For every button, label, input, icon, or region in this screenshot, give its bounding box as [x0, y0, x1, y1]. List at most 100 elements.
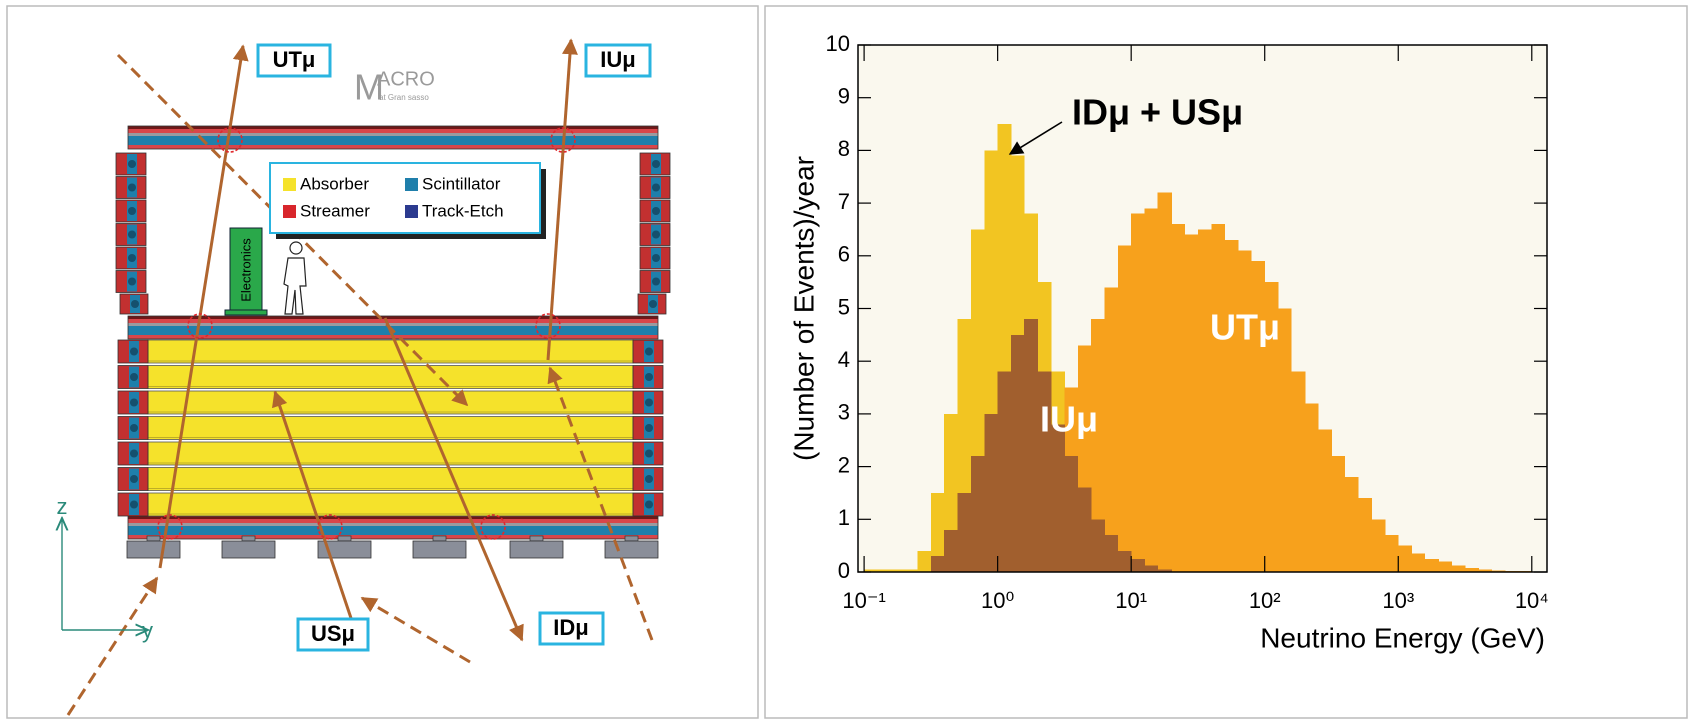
label-arrow — [1008, 121, 1063, 155]
series-label: IUμ — [1040, 399, 1098, 440]
support — [432, 535, 447, 542]
absorber — [147, 441, 634, 466]
legend-label: Streamer — [300, 201, 370, 220]
absorber — [147, 416, 634, 440]
track-label: UTμ — [273, 47, 316, 72]
histogram-bar — [1424, 558, 1439, 572]
foot — [126, 540, 181, 559]
histogram-bar — [1278, 308, 1292, 572]
histogram-bar — [1344, 477, 1359, 572]
histogram-bar — [1478, 569, 1493, 572]
legend-label: Track-Etch — [422, 201, 504, 220]
y-tick-label: 1 — [838, 505, 850, 530]
support — [624, 535, 639, 542]
histogram-bar — [997, 371, 1012, 572]
histogram-bar — [1117, 550, 1132, 572]
hit — [550, 127, 576, 153]
side-tube — [130, 449, 138, 458]
band — [128, 516, 658, 519]
side-tube — [128, 230, 136, 239]
y-tick-label: 4 — [838, 347, 850, 372]
side-tube — [128, 183, 136, 192]
electronics-label: Electronics — [238, 238, 253, 302]
person-body — [283, 257, 307, 315]
foot — [317, 540, 372, 559]
band — [128, 145, 658, 149]
support — [146, 535, 161, 542]
label-box — [538, 611, 605, 646]
electronics-base — [224, 309, 268, 316]
support — [337, 535, 352, 542]
histogram-bar — [877, 569, 892, 572]
histogram-bar — [1464, 567, 1479, 572]
side-tube — [130, 347, 138, 356]
histogram-bar — [1011, 334, 1025, 572]
side-tube — [128, 277, 136, 286]
person-head — [289, 241, 303, 255]
legend-label: Scintillator — [422, 174, 501, 193]
histogram-bar — [1117, 245, 1132, 572]
muon-track — [360, 596, 471, 664]
histogram-bar — [1251, 261, 1266, 572]
band-outline — [127, 125, 659, 150]
absorber — [147, 467, 634, 491]
track-label: USμ — [311, 621, 355, 646]
y-tick-label: 0 — [838, 558, 850, 583]
x-tick-label: 10³ — [1382, 588, 1414, 613]
side-tube — [645, 347, 653, 356]
detector — [66, 38, 671, 716]
histogram-bar — [1091, 519, 1105, 572]
foot — [221, 540, 276, 559]
side-tube — [652, 230, 660, 239]
muon-track — [66, 576, 159, 716]
histogram-bar — [930, 492, 945, 572]
y-tick-label: 7 — [838, 189, 850, 214]
track-label: IDμ — [553, 615, 588, 640]
x-tick-label: 10¹ — [1115, 588, 1147, 613]
hit — [187, 313, 213, 339]
x-axis-label: Neutrino Energy (GeV) — [1260, 622, 1545, 653]
side-tube — [652, 183, 660, 192]
legend-swatch — [283, 178, 296, 191]
muon-track — [547, 366, 654, 641]
histogram-bar — [1358, 498, 1372, 572]
side-tube — [649, 300, 657, 308]
logo: at Gran sasso — [379, 93, 429, 102]
muon-track — [383, 317, 524, 642]
side-tube — [130, 475, 138, 483]
histogram-bar — [1291, 371, 1306, 572]
histogram-bar — [864, 569, 878, 572]
histogram-bar — [1371, 519, 1386, 572]
histogram-bar — [1144, 208, 1159, 572]
y-tick-label: 2 — [838, 452, 850, 477]
y-tick-label: 8 — [838, 136, 850, 161]
y-tick-label: 9 — [838, 84, 850, 109]
absorber — [147, 365, 634, 389]
support — [241, 535, 256, 542]
histogram-bar — [1077, 487, 1092, 572]
band — [128, 316, 658, 319]
band — [128, 323, 658, 326]
histogram-bar — [1157, 569, 1172, 572]
support — [529, 535, 544, 542]
legend-box — [269, 162, 541, 234]
series-label: UTμ — [1210, 307, 1280, 348]
histogram-bar — [1051, 424, 1065, 572]
foot — [509, 540, 564, 559]
histogram-bar — [1331, 456, 1346, 572]
band — [128, 523, 658, 526]
histogram-bar — [984, 413, 999, 572]
side-tube — [645, 398, 653, 407]
histogram-bar — [1451, 565, 1466, 572]
band — [128, 519, 658, 523]
muon-track — [158, 44, 249, 569]
foot — [604, 540, 659, 559]
histogram-bar — [1238, 250, 1252, 572]
histogram-bar — [890, 569, 905, 572]
band — [128, 526, 658, 535]
series-label: IDμ + USμ — [1072, 92, 1243, 133]
histogram-bar — [1384, 535, 1399, 572]
x-tick-label: 10⁻¹ — [842, 588, 885, 613]
histogram-bar — [1224, 239, 1239, 573]
hit — [317, 514, 343, 540]
